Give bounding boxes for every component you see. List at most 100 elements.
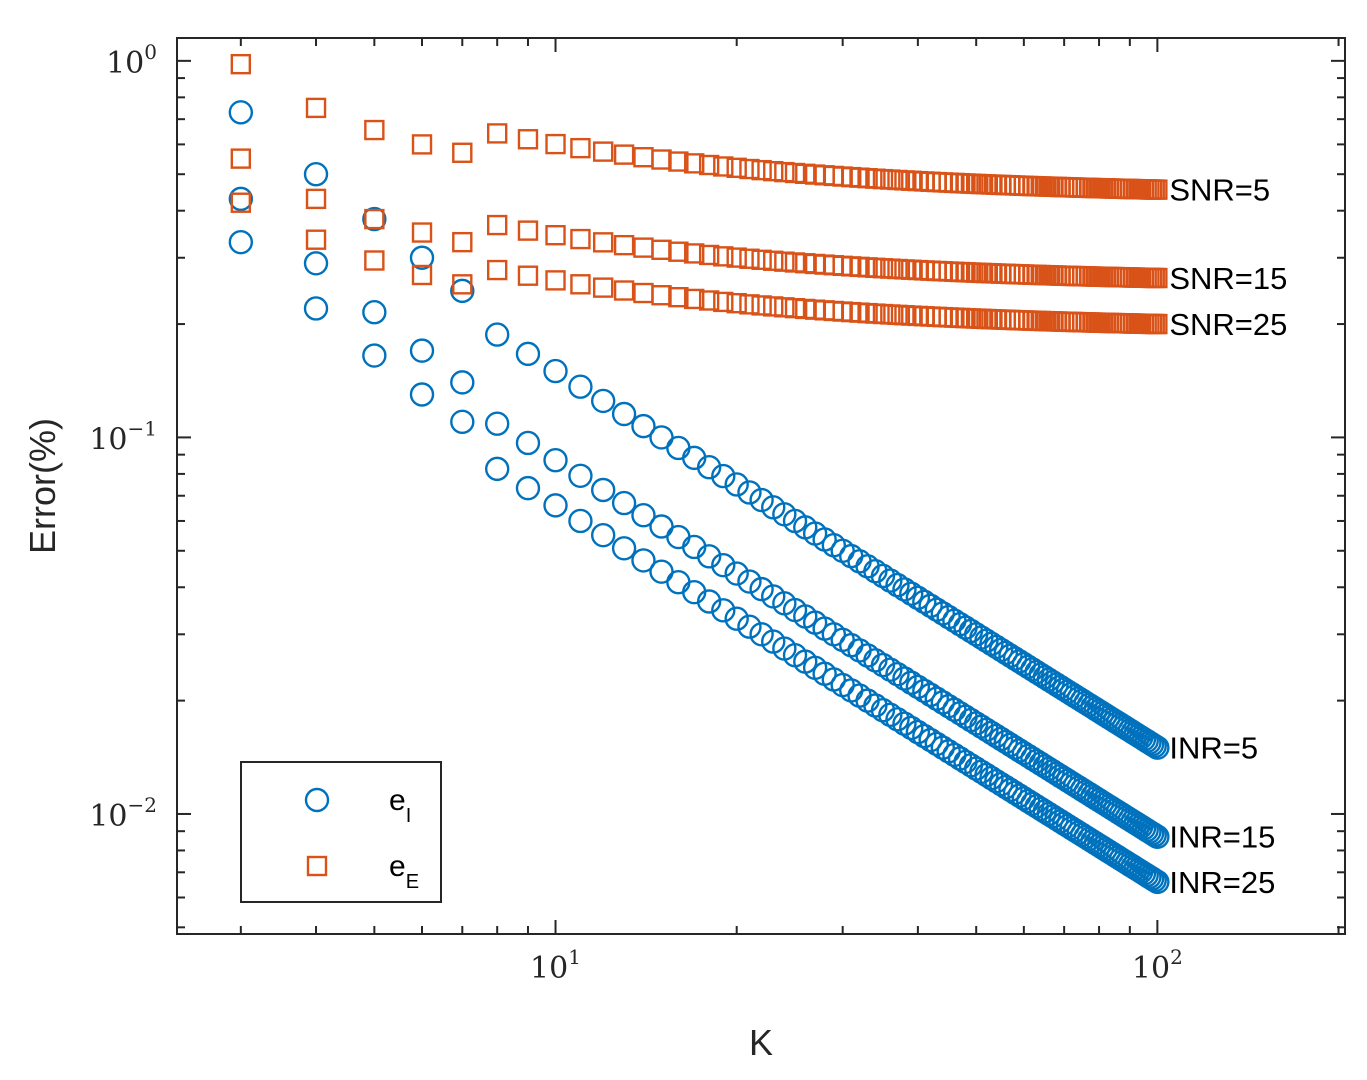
data-point <box>784 252 806 273</box>
data-point <box>364 250 385 271</box>
data-point <box>592 141 614 162</box>
data-point <box>739 248 760 269</box>
annotation-inr-5: INR=5 <box>1169 731 1258 766</box>
data-point <box>484 322 510 347</box>
data-point <box>570 137 591 159</box>
data-point <box>651 239 672 260</box>
data-point <box>668 241 689 262</box>
tick-layer <box>177 38 1345 934</box>
data-point <box>450 409 475 435</box>
data-point <box>944 307 965 328</box>
data-point <box>914 260 935 281</box>
data-point <box>784 297 806 319</box>
data-point <box>1145 824 1170 849</box>
data-point <box>303 296 329 321</box>
annotation-snr-5: SNR=5 <box>1169 173 1270 208</box>
y-tick-label: 100 <box>106 40 157 81</box>
data-point <box>1139 866 1165 891</box>
data-point <box>920 306 941 327</box>
data-point <box>305 188 327 210</box>
tick-label-layer: 101 102 100 10−1 10−2 <box>89 40 1183 986</box>
data-point <box>774 251 795 272</box>
data-point <box>724 472 749 497</box>
data-point <box>452 274 473 295</box>
data-point <box>918 593 943 618</box>
data-point <box>870 698 896 723</box>
data-point <box>774 297 795 318</box>
series-e-i-inr-25 <box>228 229 1170 895</box>
data-point <box>885 707 910 732</box>
data-point <box>763 250 784 271</box>
data-point <box>545 225 566 246</box>
data-point <box>364 119 385 141</box>
data-point <box>631 503 656 528</box>
data-point <box>570 228 591 250</box>
data-point <box>918 682 943 708</box>
data-point <box>230 148 252 169</box>
data-point <box>696 455 722 480</box>
data-point <box>926 171 947 193</box>
data-point <box>878 702 903 728</box>
data-point <box>696 589 722 614</box>
data-point <box>944 172 965 194</box>
data-point <box>1142 733 1167 759</box>
data-point <box>568 508 593 534</box>
data-point <box>452 231 473 253</box>
data-point <box>649 425 674 450</box>
data-point <box>543 447 568 473</box>
legend-box <box>240 761 442 903</box>
data-point <box>1139 821 1165 846</box>
data-point <box>613 144 635 165</box>
data-point <box>568 463 593 488</box>
data-point <box>666 570 691 595</box>
data-point <box>1145 735 1170 760</box>
data-point <box>409 338 435 363</box>
data-point <box>914 171 935 192</box>
data-point <box>590 477 616 503</box>
data-point <box>920 260 941 281</box>
data-point <box>228 229 254 255</box>
data-point <box>543 493 568 518</box>
data-point <box>517 129 539 150</box>
data-point <box>1147 267 1168 289</box>
data-point <box>885 661 910 687</box>
data-point <box>590 522 616 548</box>
data-point <box>878 568 903 593</box>
data-point <box>303 251 329 276</box>
data-point <box>944 261 965 282</box>
data-point <box>713 156 734 177</box>
data-point <box>362 343 387 368</box>
data-point <box>631 548 656 573</box>
data-point <box>885 572 910 598</box>
data-point <box>739 158 760 180</box>
data-point <box>930 601 955 626</box>
data-point <box>726 157 747 179</box>
data-point <box>228 100 254 125</box>
x-axis-label: K <box>749 1022 773 1063</box>
data-point <box>545 133 566 155</box>
data-point <box>878 657 903 682</box>
data-point <box>649 514 674 539</box>
data-point <box>763 160 784 182</box>
data-point <box>907 170 929 192</box>
data-point <box>907 305 929 327</box>
data-point <box>739 294 760 315</box>
data-point <box>611 490 637 516</box>
data-point <box>847 638 872 663</box>
data-point <box>651 285 672 306</box>
data-point <box>737 480 762 505</box>
data-point <box>411 134 433 155</box>
data-point <box>230 53 252 75</box>
data-point <box>592 277 614 298</box>
data-point <box>912 589 937 615</box>
data-point <box>749 487 774 513</box>
data-point <box>1147 179 1168 200</box>
data-point <box>751 159 772 181</box>
data-point <box>713 291 734 313</box>
data-point <box>592 232 614 253</box>
data-point <box>515 475 541 501</box>
data-point <box>932 172 953 193</box>
data-point <box>409 245 435 270</box>
data-point <box>409 382 435 407</box>
data-point <box>649 559 674 584</box>
